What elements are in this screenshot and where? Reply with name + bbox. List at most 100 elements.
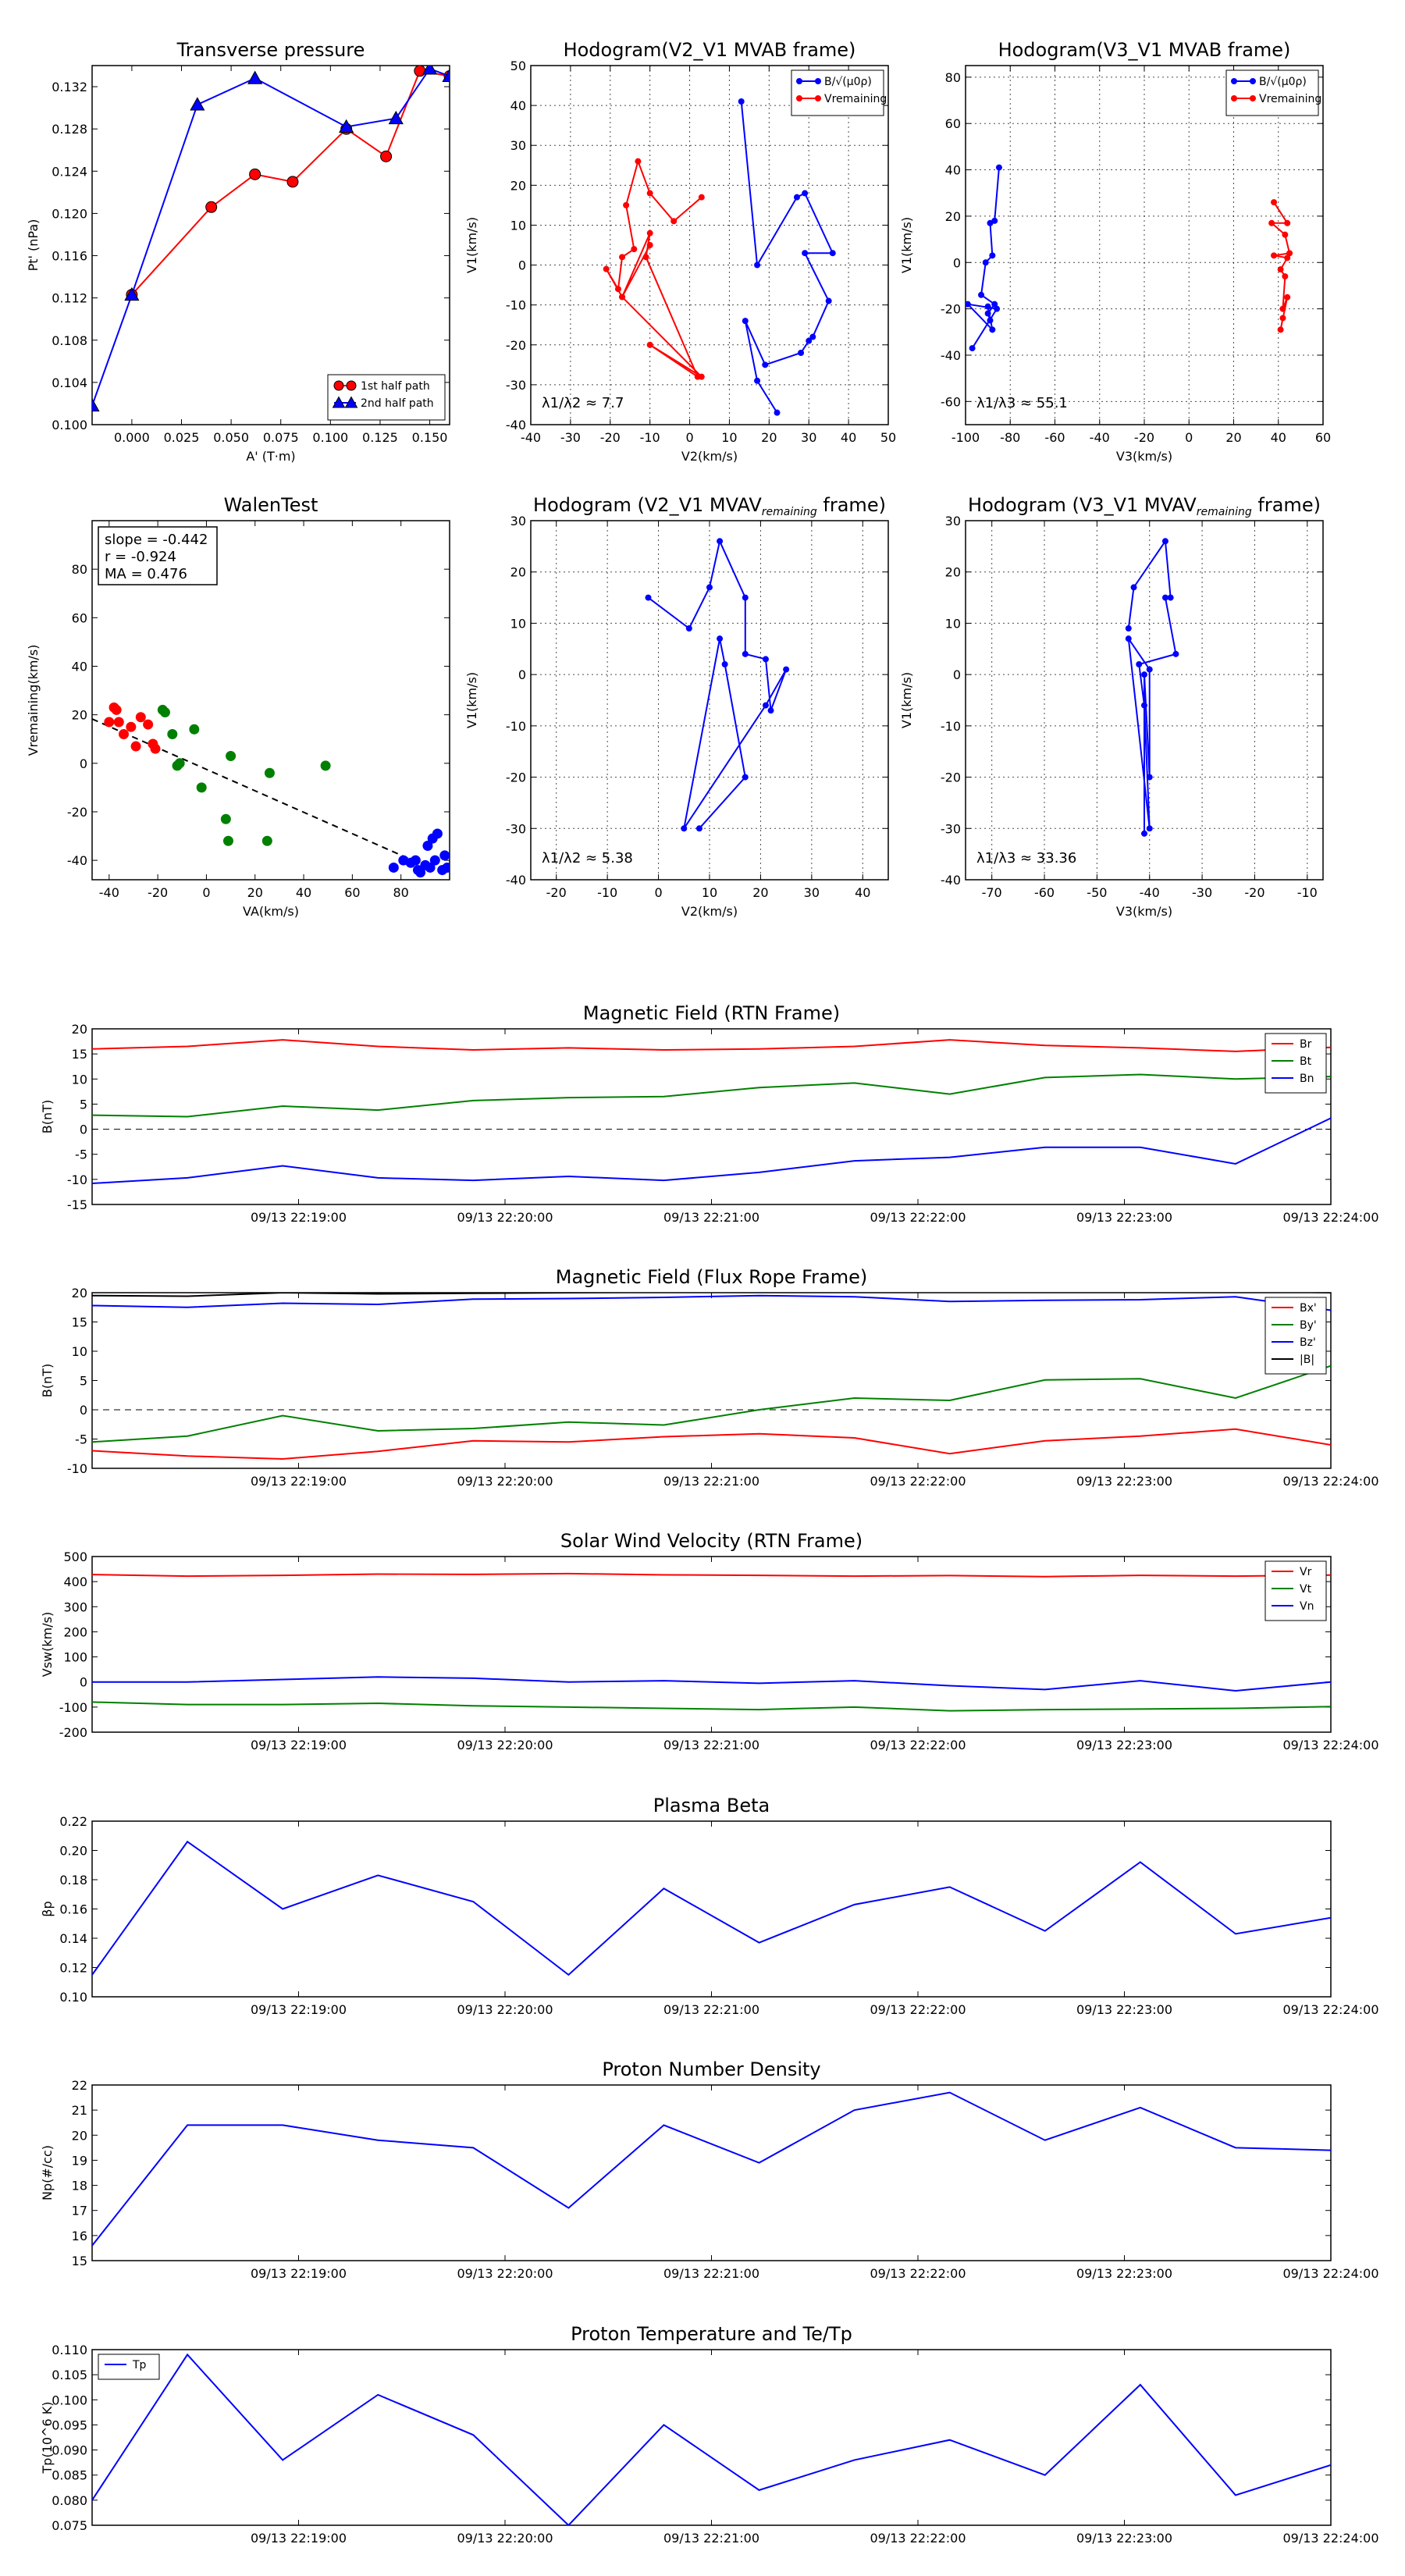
series-line	[131, 69, 450, 296]
series-line-np	[92, 2091, 1331, 2247]
series-b-0-	[966, 164, 1002, 352]
panel-hodo1: Hodogram(V2_V1 MVAB frame) -40 -30 -20 -10 0 1…	[464, 39, 896, 464]
y-tick-label: 20	[510, 565, 526, 580]
series-line-by	[92, 1364, 1331, 1443]
legend-marker	[1250, 78, 1256, 84]
legend-label: 1st half path	[361, 380, 430, 393]
legend-label: Bn	[1300, 1073, 1314, 1085]
x-tick-label: 30	[804, 885, 820, 900]
y-tick-label: 0.100	[52, 2393, 87, 2407]
legend: 1st half path 2nd half path	[327, 374, 446, 421]
data-point	[987, 317, 994, 324]
y-tick-label: -20	[506, 770, 526, 785]
data-point	[721, 661, 728, 667]
data-point	[104, 717, 115, 728]
data-point	[685, 625, 692, 632]
plot-area	[92, 1840, 1331, 1976]
data-point	[982, 259, 989, 266]
y-tick-label: 0.18	[59, 1873, 87, 1888]
plot-frame	[91, 1028, 1332, 1205]
x-axis-label: V2(km/s)	[681, 904, 738, 919]
x-tick-label: 09/13 22:19:00	[251, 1738, 347, 1752]
x-tick-label: -10	[597, 885, 617, 900]
x-tick-label: -40	[521, 430, 541, 445]
data-point	[646, 341, 653, 348]
x-tick-label: 60	[344, 885, 360, 900]
x-tick-label: -50	[1087, 885, 1107, 900]
panel-hodo3: Hodogram (V2_V1 MVAVremaining frame) -40 -…	[464, 494, 889, 919]
plot-area	[966, 164, 1293, 352]
y-tick-label: 0.095	[52, 2418, 87, 2432]
y-tick-label: 20	[945, 209, 961, 224]
data-point	[619, 254, 626, 261]
y-tick-label: -10	[506, 719, 526, 734]
y-tick-label: 50	[510, 59, 526, 73]
x-tick-label: -100	[951, 430, 980, 445]
x-tick-label: 09/13 22:24:00	[1282, 2531, 1378, 2546]
data-point	[1172, 650, 1179, 657]
data-point	[1271, 199, 1278, 206]
legend-label: B/√(μ0ρ)	[824, 76, 872, 88]
data-point	[190, 97, 205, 111]
data-point	[1282, 273, 1289, 280]
data-point	[189, 724, 200, 735]
legend-label: Vr	[1300, 1566, 1312, 1578]
y-tick-label: 10	[945, 616, 961, 631]
x-tick-label: -40	[1140, 885, 1160, 900]
y-tick-label: 30	[510, 138, 526, 153]
data-point	[829, 250, 836, 257]
stats-line: slope = -0.442	[105, 532, 208, 548]
y-tick-label: 0	[518, 667, 526, 682]
x-tick-label: 0	[1185, 430, 1193, 445]
x-tick-label: -60	[1044, 430, 1065, 445]
stats-box	[98, 526, 218, 585]
legend-label: By'	[1300, 1319, 1317, 1332]
legend-frame	[98, 2354, 160, 2380]
y-tick-label: 0	[80, 1123, 87, 1137]
y-tick-label: 0.090	[52, 2443, 87, 2458]
y-tick-label: 500	[63, 1550, 87, 1564]
x-tick-label: 09/13 22:23:00	[1076, 2266, 1172, 2281]
data-point	[989, 252, 996, 259]
legend-marker	[1250, 95, 1256, 101]
y-tick-label: 0.128	[52, 122, 87, 137]
y-tick-label: 300	[63, 1599, 87, 1614]
data-point	[196, 782, 207, 793]
x-tick-label: 09/13 22:19:00	[251, 2531, 347, 2546]
title-tail: frame)	[1252, 494, 1321, 516]
y-tick-label: -10	[67, 1461, 87, 1476]
data-point	[984, 303, 991, 310]
x-tick-label: 0.125	[362, 430, 398, 445]
x-tick-label: 09/13 22:21:00	[663, 1474, 759, 1489]
x-tick-label: 09/13 22:21:00	[663, 1738, 759, 1752]
x-tick-label: 09/13 22:23:00	[1076, 2531, 1172, 2546]
y-tick-label: -5	[75, 1432, 87, 1447]
data-point	[994, 305, 1001, 312]
data-point	[1161, 594, 1168, 601]
data-point	[793, 194, 800, 201]
x-tick-label: 20	[752, 885, 768, 900]
series-line-b	[92, 1293, 1331, 1297]
series-red	[104, 702, 161, 754]
eigenvalue-ratio: λ1/λ3 ≈ 55.1	[976, 395, 1068, 411]
legend-label: Vremaining	[1259, 93, 1321, 105]
series-line-tp	[92, 2353, 1331, 2525]
x-tick-label: 0	[685, 430, 693, 445]
x-tick-label: 09/13 22:20:00	[457, 1738, 553, 1752]
y-tick-label: 40	[945, 163, 961, 178]
x-tick-label: -10	[640, 430, 660, 445]
legend-label: Br	[1300, 1038, 1312, 1051]
data-point	[742, 774, 749, 781]
y-tick-label: 0.080	[52, 2493, 87, 2508]
y-tick-label: 0	[80, 1675, 87, 1690]
series-line-vr	[92, 1572, 1331, 1578]
chart-title: Magnetic Field (RTN Frame)	[583, 1002, 840, 1024]
y-tick-label: 20	[72, 708, 87, 723]
y-tick-label: 0.120	[52, 206, 87, 221]
legend-frame	[1225, 69, 1319, 116]
x-tick-label: 20	[247, 885, 263, 900]
y-axis-label: βp	[40, 1901, 55, 1916]
chart-title: Hodogram(V2_V1 MVAB frame)	[564, 39, 856, 61]
data-point	[143, 719, 154, 730]
eigenvalue-ratio: λ1/λ2 ≈ 5.38	[542, 850, 633, 866]
